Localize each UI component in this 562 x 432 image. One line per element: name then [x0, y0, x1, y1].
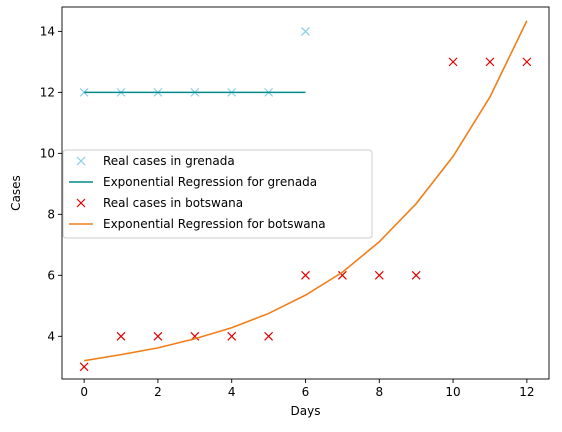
- series-0-point: [301, 26, 310, 36]
- legend-marker-swatch: [76, 156, 86, 166]
- y-tick-label: 10: [40, 146, 55, 160]
- y-tick-label: 14: [40, 24, 55, 38]
- series-2-point: [264, 331, 274, 341]
- series-2-point: [116, 331, 126, 341]
- x-tick-label: 10: [445, 385, 460, 399]
- y-axis-label: Cases: [9, 175, 23, 211]
- legend-label: Real cases in botswana: [103, 196, 243, 210]
- x-axis-label: Days: [291, 404, 321, 418]
- series-0-point: [79, 87, 89, 97]
- series-2-point: [337, 270, 347, 280]
- series-2-point: [227, 331, 237, 341]
- legend-item-3: Exponential Regression for botswana: [69, 217, 326, 231]
- legend-marker-swatch: [76, 198, 86, 208]
- series-2-point: [374, 270, 384, 280]
- x-tick-label: 8: [375, 385, 383, 399]
- series-2-point: [153, 331, 163, 341]
- x-tick-label: 6: [302, 385, 310, 399]
- y-tick-label: 12: [40, 85, 55, 99]
- plot-area: [79, 20, 532, 372]
- y-tick-label: 6: [47, 268, 55, 282]
- axes: 0 2 4 6 8 10 12 4 6 8 10 12 14: [40, 6, 550, 399]
- legend: Real cases in grenada Exponential Regress…: [62, 149, 373, 239]
- legend-label: Exponential Regression for botswana: [103, 217, 326, 231]
- series-2-point: [448, 57, 458, 67]
- legend-label: Real cases in grenada: [103, 154, 235, 168]
- y-tick-label: 4: [47, 329, 55, 343]
- legend-box: [62, 149, 373, 239]
- x-tick-label: 12: [519, 385, 534, 399]
- series-2-point: [522, 57, 532, 67]
- x-tick-label: 2: [154, 385, 162, 399]
- x-tick-label: 4: [228, 385, 236, 399]
- series-2-point: [411, 270, 421, 280]
- legend-item-2: Real cases in botswana: [76, 196, 243, 210]
- y-tick-label: 8: [47, 207, 55, 221]
- x-tick-label: 0: [80, 385, 88, 399]
- series-2-point: [485, 57, 495, 67]
- legend-item-1: Exponential Regression for grenada: [69, 175, 317, 189]
- legend-label: Exponential Regression for grenada: [103, 175, 317, 189]
- series-2-point: [79, 362, 89, 372]
- legend-item-0: Real cases in grenada: [76, 154, 235, 168]
- series-3-line: [84, 20, 528, 362]
- series-2-point: [301, 270, 310, 280]
